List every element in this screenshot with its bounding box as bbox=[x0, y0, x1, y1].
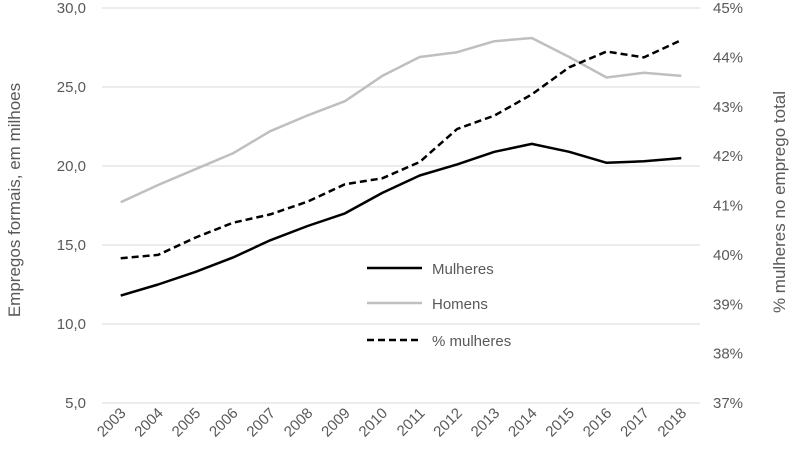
x-tick-label: 2015 bbox=[542, 405, 578, 441]
x-tick-label: 2006 bbox=[206, 405, 242, 441]
y-tick-label: 25,0 bbox=[57, 79, 86, 96]
y2-tick-label: 44% bbox=[713, 49, 743, 66]
y2-tick-label: 43% bbox=[713, 99, 743, 116]
x-tick-label: 2018 bbox=[655, 405, 691, 441]
y2-axis-title: % mulheres no emprego total bbox=[770, 91, 789, 313]
x-tick-label: 2007 bbox=[243, 405, 279, 441]
legend-label-homens: Homens bbox=[432, 296, 488, 313]
y2-tick-label: 37% bbox=[713, 395, 743, 412]
legend-label-mulheres: Mulheres bbox=[432, 261, 494, 278]
y-tick-label: 30,0 bbox=[57, 0, 86, 17]
y2-tick-label: 39% bbox=[713, 296, 743, 313]
series-line-mulheres bbox=[120, 142, 682, 297]
x-tick-label: 2003 bbox=[94, 405, 130, 441]
series-lines bbox=[120, 36, 682, 297]
x-tick-label: 2012 bbox=[430, 405, 466, 441]
x-tick-label: 2008 bbox=[281, 405, 317, 441]
y2-tick-label: 40% bbox=[713, 247, 743, 264]
x-tick-label: 2005 bbox=[169, 405, 205, 441]
x-tick-label: 2011 bbox=[394, 405, 429, 440]
x-tick-label: 2009 bbox=[318, 405, 354, 441]
y-tick-label: 20,0 bbox=[57, 158, 86, 175]
x-tick-label: 2014 bbox=[505, 405, 541, 441]
y-tick-label: 10,0 bbox=[57, 316, 86, 333]
x-tick-label: 2010 bbox=[356, 405, 392, 441]
y2-tick-label: 38% bbox=[713, 346, 743, 363]
y-axis-title: Empregos formais, em milhoes bbox=[5, 83, 24, 317]
x-tick-label: 2016 bbox=[580, 405, 616, 441]
x-tick-label: 2017 bbox=[617, 405, 653, 441]
y2-tick-label: 42% bbox=[713, 148, 743, 165]
y2-axis-ticks: 37% 38% 39% 40% 41% 42% 43% 44% 45% bbox=[713, 0, 743, 412]
x-tick-label: 2004 bbox=[131, 405, 167, 441]
y-tick-label: 15,0 bbox=[57, 237, 86, 254]
y-tick-label: 5,0 bbox=[65, 395, 86, 412]
y-axis-ticks: 5,0 10,0 15,0 20,0 25,0 30,0 bbox=[57, 0, 86, 412]
series-line-homens bbox=[120, 36, 682, 204]
x-axis-ticks: 2003 2004 2005 2006 2007 2008 2009 2010 2011 2012… bbox=[94, 405, 690, 441]
legend: Mulheres Homens % mulheres bbox=[367, 261, 511, 350]
legend-label-pct-mulheres: % mulheres bbox=[432, 333, 511, 350]
y2-tick-label: 45% bbox=[713, 0, 743, 17]
x-tick-label: 2013 bbox=[468, 405, 504, 441]
y2-tick-label: 41% bbox=[713, 198, 743, 215]
